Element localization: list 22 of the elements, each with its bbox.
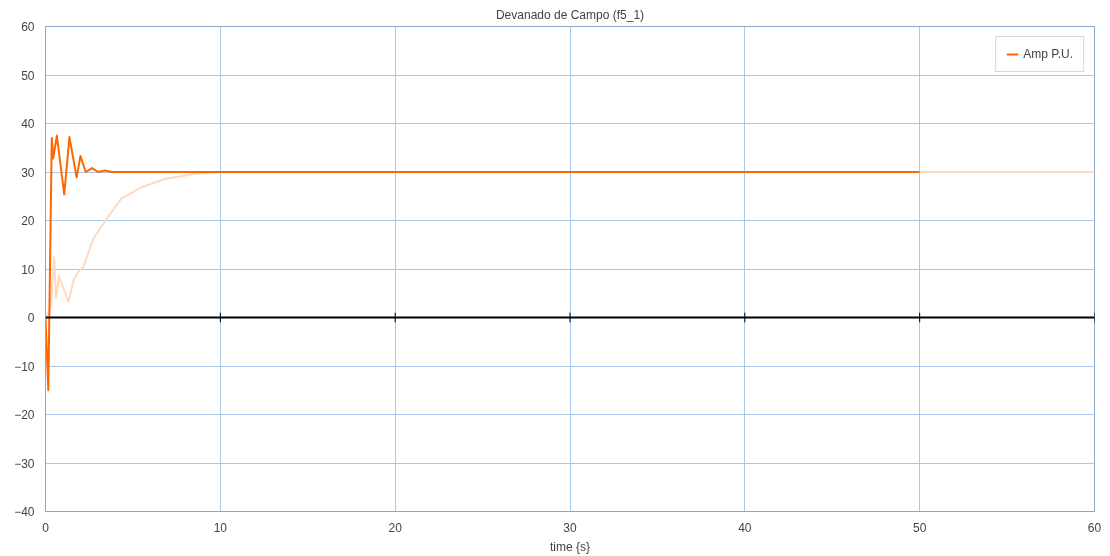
y-tick-label: 0 — [27, 311, 35, 325]
y-tick-label: −40 — [14, 505, 35, 519]
x-tick-label: 40 — [738, 520, 752, 535]
y-tick-label: −30 — [14, 456, 35, 471]
y-tick-label: 40 — [21, 117, 35, 131]
chart-title: Devanado de Campo (f5_1) — [495, 7, 645, 22]
y-tick-label: −10 — [14, 359, 35, 374]
y-tick-label: 10 — [21, 262, 35, 277]
x-tick-label: 50 — [912, 520, 927, 535]
legend-label: Amp P.U. — [1023, 47, 1073, 61]
line-series — [45, 134, 921, 392]
y-tick-label: −20 — [14, 408, 35, 422]
y-tick-label: 60 — [21, 20, 35, 34]
x-tick-label: 10 — [213, 520, 228, 535]
x-tick-label: 60 — [1087, 520, 1102, 535]
y-tick-label: 20 — [21, 214, 35, 228]
x-tick-label: 20 — [388, 520, 403, 535]
x-tick-label: 0 — [42, 520, 50, 535]
y-tick-label: 50 — [21, 68, 35, 83]
x-tick-label: 30 — [563, 520, 577, 535]
y-tick-label: 30 — [21, 165, 35, 180]
x-axis-title: time {s} — [549, 539, 591, 554]
